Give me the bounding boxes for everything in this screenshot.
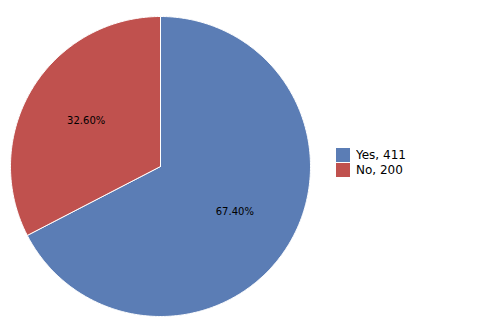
html-text:Yes, 411: Yes, 411: [356, 148, 406, 162]
svg-text:32.60%: 32.60%: [67, 115, 105, 126]
html-text:No, 200: No, 200: [356, 163, 403, 177]
svg-text:67.40%: 67.40%: [216, 206, 254, 217]
